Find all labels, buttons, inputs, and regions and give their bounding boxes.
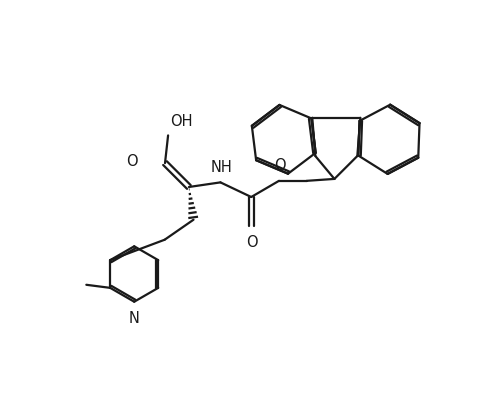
Text: O: O bbox=[246, 235, 258, 250]
Text: O: O bbox=[274, 158, 286, 173]
Text: N: N bbox=[129, 310, 140, 325]
Text: O: O bbox=[126, 154, 138, 168]
Text: NH: NH bbox=[211, 160, 233, 174]
Text: OH: OH bbox=[170, 113, 193, 128]
